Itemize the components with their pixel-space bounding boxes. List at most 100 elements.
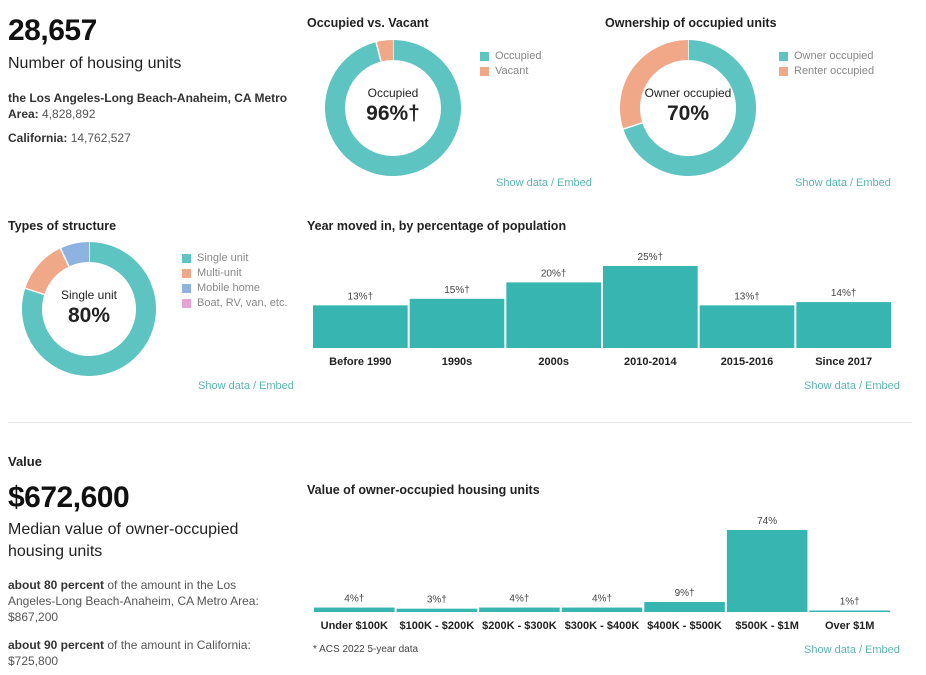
state-text: of the amount in California: xyxy=(107,638,251,652)
legend-item-single-unit: Single unit xyxy=(182,251,288,266)
slice-separator xyxy=(375,41,382,62)
bar--400k-500k[interactable] xyxy=(644,602,725,612)
median-value: $672,600 xyxy=(8,481,130,514)
legend-item-occupied: Occupied xyxy=(480,49,541,64)
occupancy-links: Show data / Embed xyxy=(496,177,592,189)
show-data-link[interactable]: Show data xyxy=(198,380,250,392)
bar-category-label: $300K - $400K xyxy=(565,620,640,632)
show-data-link[interactable]: Show data xyxy=(795,177,847,189)
slice-separator xyxy=(623,122,643,130)
link-separator: / xyxy=(550,177,555,189)
value-heading: Value xyxy=(8,454,42,469)
bar-category-label: $200K - $300K xyxy=(482,620,557,632)
donut-slice-mobile-home[interactable] xyxy=(60,242,90,267)
bar-value-label: 3%† xyxy=(427,595,447,606)
housing-units-label: Number of housing units xyxy=(8,55,182,72)
bar-category-label: Over $1M xyxy=(825,620,875,632)
structure-legend: Single unit Multi-unit Mobile home Boat,… xyxy=(182,251,288,311)
donut-slice-multi-unit[interactable] xyxy=(25,248,70,295)
bar-2000s[interactable] xyxy=(506,282,601,348)
owner-value-title: Value of owner-occupied housing units xyxy=(307,483,540,497)
legend-swatch xyxy=(182,299,191,308)
legend-swatch xyxy=(182,284,191,293)
moved-bar-chart: 13%† Before 1990 15%† 1990s 20%† 2000s 25%† 201… xyxy=(313,252,891,368)
donut-slice-single-unit[interactable] xyxy=(22,242,156,376)
bar-value-label: 13%† xyxy=(348,291,374,302)
bar--300k-400k[interactable] xyxy=(561,607,643,612)
donut-slice-renter-occupied[interactable] xyxy=(620,40,689,130)
legend-label: Multi-unit xyxy=(197,267,242,279)
bar-category-label: $500K - $1M xyxy=(735,620,799,632)
bar-over-1m[interactable] xyxy=(809,610,890,613)
legend-swatch xyxy=(480,67,489,76)
bar-1990s[interactable] xyxy=(409,298,505,348)
embed-link[interactable]: Embed xyxy=(259,380,294,392)
legend-item-multi-unit: Multi-unit xyxy=(182,266,288,281)
donut-slice-vacant[interactable] xyxy=(376,40,394,62)
bar--500k-1m[interactable] xyxy=(726,530,808,612)
embed-link[interactable]: Embed xyxy=(557,177,592,189)
show-data-link[interactable]: Show data xyxy=(804,380,856,392)
bar-category-label: 2010-2014 xyxy=(624,356,677,368)
metro-text: of the amount in the Los Angeles-Long Be… xyxy=(8,578,259,608)
bar-category-label: Before 1990 xyxy=(329,356,391,368)
bar-category-label: Under $100K xyxy=(321,620,388,632)
structure-center-value: 80% xyxy=(67,304,111,327)
value-state-comparison: about 90 percent of the amount in Califo… xyxy=(8,637,278,669)
legend-label: Owner occupied xyxy=(794,50,874,62)
structure-title: Types of structure xyxy=(8,219,117,233)
link-separator: / xyxy=(858,380,863,392)
bar-category-label: 2015-2016 xyxy=(721,356,774,368)
occupancy-center-label: Occupied xyxy=(367,86,419,100)
bar-before-1990[interactable] xyxy=(313,305,408,348)
legend-label: Vacant xyxy=(495,65,529,77)
moved-title: Year moved in, by percentage of populati… xyxy=(307,219,567,233)
ownership-legend: Owner occupied Renter occupied xyxy=(779,49,874,79)
metro-name: the Los Angeles-Long Beach-Anaheim, CA M… xyxy=(8,91,288,121)
bar-category-label: $400K - $500K xyxy=(647,620,722,632)
moved-links: Show data / Embed xyxy=(804,380,900,392)
legend-swatch xyxy=(182,254,191,263)
slice-separator xyxy=(59,248,70,267)
ownership-donut xyxy=(620,40,756,176)
bar-value-label: 4%† xyxy=(344,594,364,605)
bar-value-label: 74% xyxy=(757,516,777,527)
owner-value-bar-chart: 4%† Under $100K 3%† $100K - $200K 4%† $200K -… xyxy=(314,516,890,632)
occupancy-center: Occupied 96%† xyxy=(325,86,461,126)
link-separator: / xyxy=(858,644,863,656)
show-data-link[interactable]: Show data xyxy=(496,177,548,189)
link-separator: / xyxy=(252,380,257,392)
bar-under-100k[interactable] xyxy=(314,607,395,612)
ownership-links: Show data / Embed xyxy=(795,177,891,189)
embed-link[interactable]: Embed xyxy=(856,177,891,189)
acs-note: * ACS 2022 5-year data xyxy=(313,644,419,655)
bar-value-label: 15%† xyxy=(444,285,470,296)
bar-since-2017[interactable] xyxy=(796,302,891,348)
bar-category-label: $100K - $200K xyxy=(400,620,475,632)
state-value: 14,762,527 xyxy=(70,131,131,145)
legend-label: Boat, RV, van, etc. xyxy=(197,297,288,309)
state-value: $725,800 xyxy=(8,654,59,668)
occupancy-donut xyxy=(325,40,461,176)
state-comparison: California: 14,762,527 xyxy=(8,130,131,146)
ownership-center-label: Owner occupied xyxy=(644,86,732,100)
bar-value-label: 1%† xyxy=(840,597,860,608)
link-separator: / xyxy=(849,177,854,189)
metro-comparison: the Los Angeles-Long Beach-Anaheim, CA M… xyxy=(8,90,293,122)
bar--200k-300k[interactable] xyxy=(479,607,560,612)
bar-2010-2014[interactable] xyxy=(603,266,698,348)
bar-value-label: 4%† xyxy=(509,594,529,605)
ownership-center-value: 70% xyxy=(666,102,710,125)
donut-slice-occupied[interactable] xyxy=(325,40,461,176)
bar-2015-2016[interactable] xyxy=(699,305,795,348)
donut-slice-owner-occupied[interactable] xyxy=(623,40,756,176)
legend-item-renter: Renter occupied xyxy=(779,64,874,79)
embed-link[interactable]: Embed xyxy=(865,380,900,392)
bar-value-label: 25%† xyxy=(638,252,664,263)
embed-link[interactable]: Embed xyxy=(865,644,900,656)
structure-center: Single unit 80% xyxy=(22,288,156,328)
bar--100k-200k[interactable] xyxy=(396,608,478,612)
bar-value-label: 4%† xyxy=(592,594,612,605)
show-data-link[interactable]: Show data xyxy=(804,644,856,656)
slice-separator xyxy=(25,287,45,296)
